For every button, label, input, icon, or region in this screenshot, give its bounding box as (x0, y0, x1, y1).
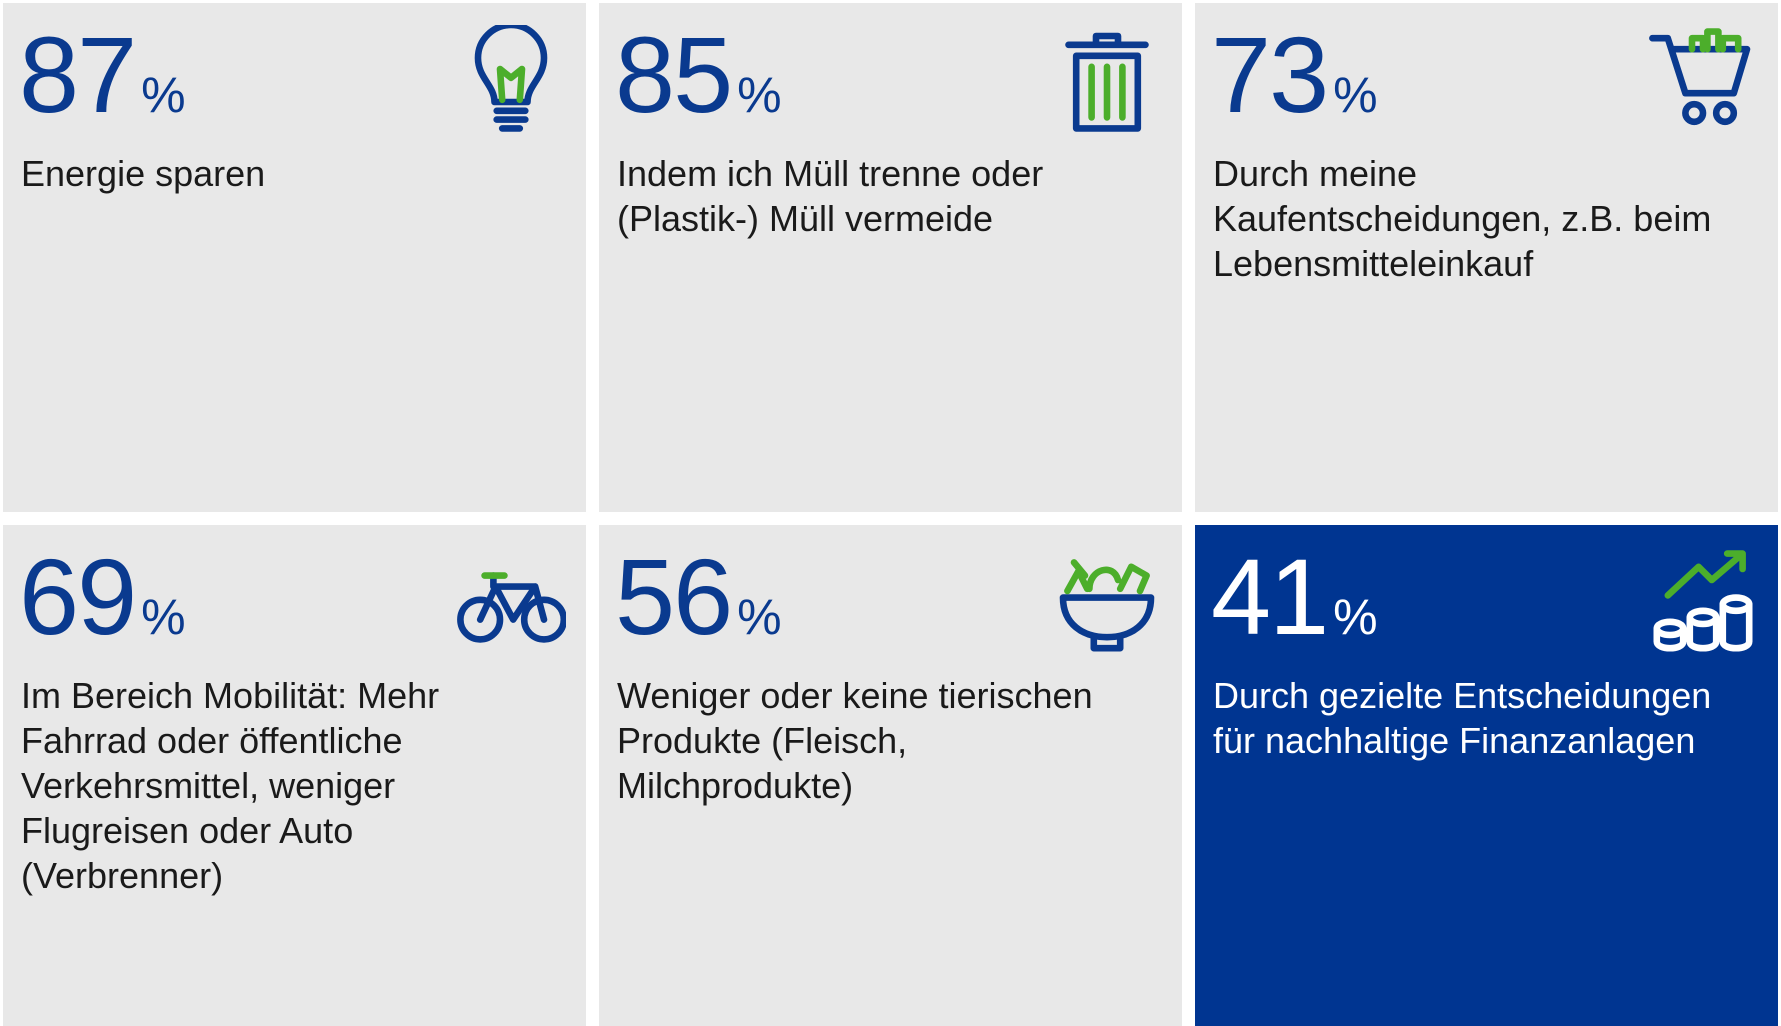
stat-number: 41 (1211, 536, 1329, 657)
icon-trash (1065, 32, 1149, 132)
stat-value: 56% (615, 543, 782, 671)
stat-label: Indem ich Müll trenne oder (Plastik-) Mül… (617, 151, 1043, 241)
percent-sign: % (737, 67, 781, 123)
stat-label: Weniger oder keine tierischen Produkte (F… (617, 673, 1093, 808)
label-line: Fahrrad oder öffentliche (21, 720, 403, 761)
percent-sign: % (737, 589, 781, 645)
stat-number: 87 (19, 14, 137, 135)
label-line: Energie sparen (21, 153, 266, 194)
stat-tile: 41% Durch gezielte Entscheidungen für nach… (1195, 525, 1778, 1026)
label-line: Kaufentscheidungen, z.B. beim (1213, 198, 1712, 239)
stat-value: 41% (1211, 543, 1378, 671)
label-line: Milchprodukte) (617, 765, 854, 806)
label-line: Weniger oder keine tierischen (617, 675, 1093, 716)
stat-number: 85 (615, 14, 733, 135)
stat-tile: 56% Weniger oder keine tierischen Produkte… (599, 525, 1182, 1026)
percent-sign: % (1333, 589, 1377, 645)
stat-label: Durch meine Kaufentscheidungen, z.B. beim… (1213, 151, 1711, 286)
icon-coins (1653, 550, 1753, 652)
stat-value: 73% (1211, 21, 1378, 149)
icon-bicycle (457, 572, 566, 643)
label-line: Lebensmitteleinkauf (1213, 243, 1534, 284)
stat-tile: 73% Durch meine Kaufentscheidungen, z.B. b… (1195, 3, 1778, 512)
icon-salad (1059, 559, 1155, 652)
label-line: Im Bereich Mobilität: Mehr (21, 675, 440, 716)
percent-sign: % (141, 67, 185, 123)
stat-tile: 87% Energie sparen (3, 3, 586, 512)
label-line: für nachhaltige Finanzanlagen (1213, 720, 1696, 761)
stat-number: 73 (1211, 14, 1329, 135)
percent-sign: % (1333, 67, 1377, 123)
label-line: Produkte (Fleisch, (617, 720, 908, 761)
label-line: (Verbrenner) (21, 855, 224, 896)
stat-label: Im Bereich Mobilität: Mehr Fahrrad oder ö… (21, 673, 439, 898)
stat-tile: 69% Im Bereich Mobilität: Mehr Fahrrad ode… (3, 525, 586, 1026)
label-line: Indem ich Müll trenne oder (617, 153, 1044, 194)
label-line: Verkehrsmittel, weniger (21, 765, 396, 806)
stat-value: 87% (19, 21, 186, 149)
stat-number: 56 (615, 536, 733, 657)
stat-tile: 85% Indem ich Müll trenne oder (Plastik-) … (599, 3, 1182, 512)
icon-cart (1649, 28, 1751, 126)
icon-bulb (474, 25, 548, 132)
stat-value: 69% (19, 543, 186, 671)
stat-label: Durch gezielte Entscheidungen für nachhal… (1213, 673, 1711, 763)
stat-number: 69 (19, 536, 137, 657)
label-line: Durch gezielte Entscheidungen (1213, 675, 1712, 716)
label-line: Flugreisen oder Auto (21, 810, 354, 851)
percent-sign: % (141, 589, 185, 645)
stat-value: 85% (615, 21, 782, 149)
label-line: (Plastik-) Müll vermeide (617, 198, 994, 239)
stat-label: Energie sparen (21, 151, 265, 196)
label-line: Durch meine (1213, 153, 1418, 194)
